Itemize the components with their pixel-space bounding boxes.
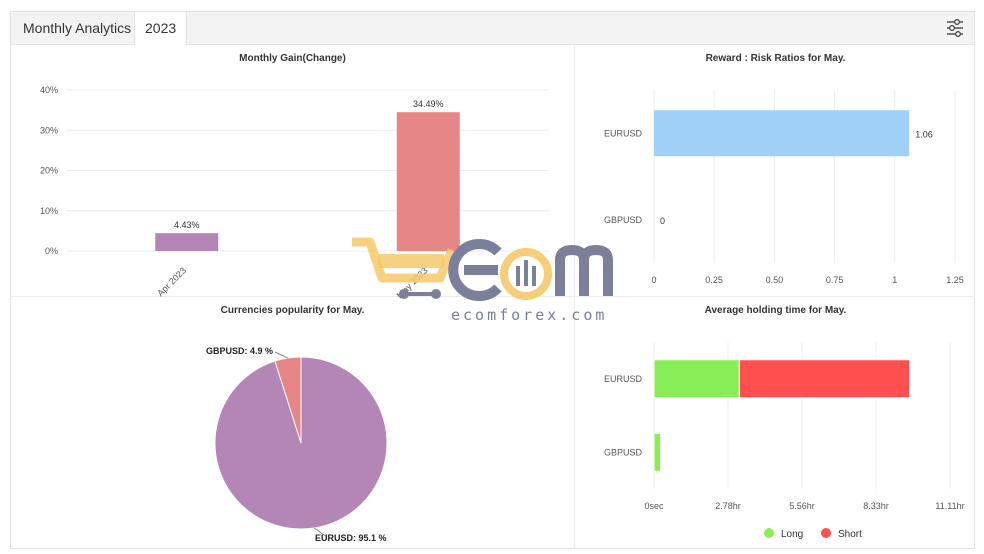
x-tick-label: 0sec [644, 501, 664, 511]
holding-time-chart: 0sec 2.78hr 5.56hr 8.33hr 11.11hr EURUSD GBPUS… [604, 342, 965, 540]
x-tick-label: 11.11hr [935, 501, 964, 511]
x-tick-label: 0.50 [766, 275, 784, 285]
label-leader [313, 527, 328, 538]
y-tick-label: GBPUSD [604, 215, 643, 225]
pie-slice [274, 356, 302, 444]
chart-title: Monthly Gain(Change) [239, 53, 346, 64]
x-tick-label: 1 [892, 275, 897, 285]
x-tick-label: 8.33hr [863, 501, 889, 511]
y-tick-label: 30% [40, 125, 58, 135]
bar-segment [653, 432, 662, 472]
y-tick-label: 0% [45, 246, 58, 256]
reward-risk-panel: Reward : Risk Ratios for May. 0 0.25 0.50 0… [575, 45, 976, 296]
bar [654, 110, 910, 157]
bar-segment [653, 359, 740, 399]
data-label: 0 [660, 216, 665, 226]
x-tick-label: May 2023 [395, 265, 430, 300]
monthly-gain-panel: Monthly Gain(Change) 0% 10% 20% 30% 40% 4.43%… [11, 45, 574, 300]
x-tick-label: 2.78hr [715, 501, 741, 511]
bar [155, 233, 219, 251]
y-tick-label: 40% [40, 85, 58, 95]
y-tick-label: EURUSD [604, 128, 643, 138]
x-tick-label: 5.56hr [789, 501, 815, 511]
header-bar: Monthly Analytics 2023 [11, 12, 974, 45]
y-tick-label: GBPUSD [604, 447, 643, 457]
y-tick-label: EURUSD [604, 374, 643, 384]
chart-title: Currencies popularity for May. [220, 305, 365, 316]
legend-label: Short [838, 529, 862, 540]
data-label: EURUSD: 95.1 % [315, 533, 387, 543]
currencies-pie-chart: EURUSD: 95.1 % GBPUSD: 4.9 % [206, 346, 388, 543]
y-tick-label: 10% [40, 206, 58, 216]
panel-divider-vertical [574, 45, 575, 549]
holding-time-panel: Average holding time for May. 0sec 2.78hr… [575, 297, 976, 549]
tab-year[interactable]: 2023 [134, 12, 188, 45]
data-label: 1.06 [915, 129, 933, 139]
data-label: 4.43% [174, 220, 200, 230]
chart-title: Reward : Risk Ratios for May. [705, 53, 846, 64]
reward-risk-chart: 0 0.25 0.50 0.75 1 1.25 EURUSD 1.06 GBPUSD 0 [604, 90, 964, 285]
x-tick-label: 0.25 [705, 275, 723, 285]
x-tick-label: 0 [651, 275, 656, 285]
chart-title: Average holding time for May. [704, 305, 847, 316]
x-tick-label: 1.25 [946, 275, 964, 285]
filter-sliders-icon[interactable] [944, 17, 966, 39]
analytics-frame: Monthly Analytics 2023 Monthly Gain(Chan… [10, 11, 975, 549]
monthly-gain-chart: 0% 10% 20% 30% 40% 4.43% Apr 2023 34.49% May 202… [40, 85, 549, 300]
data-label: GBPUSD: 4.9 % [206, 346, 273, 356]
y-tick-label: 20% [40, 166, 58, 176]
currencies-popularity-panel: Currencies popularity for May. EURUSD: 9… [11, 297, 574, 549]
bar [396, 112, 460, 251]
x-tick-label: 0.75 [826, 275, 844, 285]
legend-marker [821, 528, 831, 538]
bar-segment [738, 359, 911, 399]
x-tick-label: Apr 2023 [155, 265, 188, 298]
label-leader [274, 351, 289, 359]
data-label: 34.49% [413, 99, 444, 109]
tab-monthly-analytics[interactable]: Monthly Analytics [23, 20, 132, 36]
legend-marker [764, 528, 774, 538]
legend-label: Long [781, 529, 803, 540]
